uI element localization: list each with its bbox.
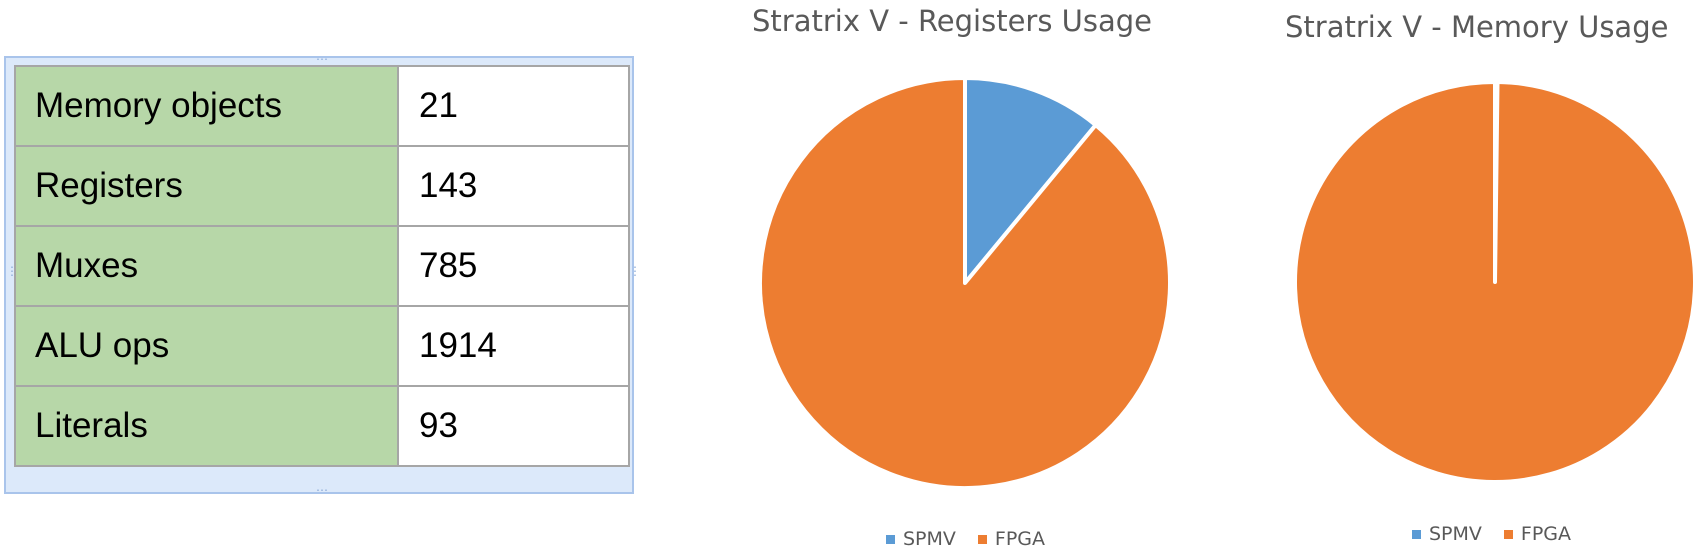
table-row: Literals 93 [14, 385, 630, 467]
row-value: 785 [397, 225, 630, 307]
row-value: 143 [397, 145, 630, 227]
table-row: Registers 143 [14, 145, 630, 227]
row-value: 21 [397, 65, 630, 147]
memory-chart-title: Stratrix V - Memory Usage [1285, 10, 1669, 44]
legend-entry-spmv: SPMV [1412, 523, 1482, 545]
row-label: ALU ops [14, 305, 399, 387]
row-label: Registers [14, 145, 399, 227]
table-row: Muxes 785 [14, 225, 630, 307]
pie-slice-fpga [1293, 80, 1696, 484]
memory-legend: SPMV FPGA [1412, 523, 1593, 545]
resource-table: Memory objects 21 Registers 143 Muxes 78… [14, 65, 630, 467]
legend-label: FPGA [1520, 523, 1572, 545]
table-frame[interactable]: ⋯ ⋯ ⋮ ⋮ Memory objects 21 Registers 143 … [4, 52, 641, 497]
row-label: Memory objects [14, 65, 399, 147]
table-row: ALU ops 1914 [14, 305, 630, 387]
legend-label: SPMV [1429, 523, 1482, 545]
registers-chart-title: Stratrix V - Registers Usage [752, 4, 1153, 38]
legend-entry-fpga: FPGA [977, 528, 1046, 550]
registers-legend: SPMV FPGA [886, 528, 1067, 550]
pie-slice-spmv [963, 76, 1098, 285]
legend-swatch-fpga [977, 534, 987, 544]
pie-slice-fpga [758, 76, 1172, 490]
legend-swatch-spmv [886, 534, 895, 544]
resize-handle-right[interactable]: ⋮ [629, 264, 641, 278]
row-value: 93 [397, 385, 630, 467]
resize-handle-top[interactable]: ⋯ [316, 52, 328, 66]
legend-swatch-spmv [1412, 529, 1421, 539]
row-value: 1914 [397, 305, 630, 387]
row-label: Muxes [14, 225, 399, 307]
legend-swatch-fpga [1503, 529, 1513, 539]
row-label: Literals [14, 385, 399, 467]
memory-pie-chart [1293, 80, 1696, 484]
legend-label: FPGA [994, 528, 1046, 550]
legend-entry-spmv: SPMV [886, 528, 956, 550]
table-row: Memory objects 21 [14, 65, 630, 147]
legend-label: SPMV [903, 528, 956, 550]
legend-entry-fpga: FPGA [1503, 523, 1572, 545]
registers-pie-chart [758, 76, 1172, 490]
resize-handle-bottom[interactable]: ⋯ [316, 483, 328, 497]
resize-handle-left[interactable]: ⋮ [6, 264, 18, 278]
